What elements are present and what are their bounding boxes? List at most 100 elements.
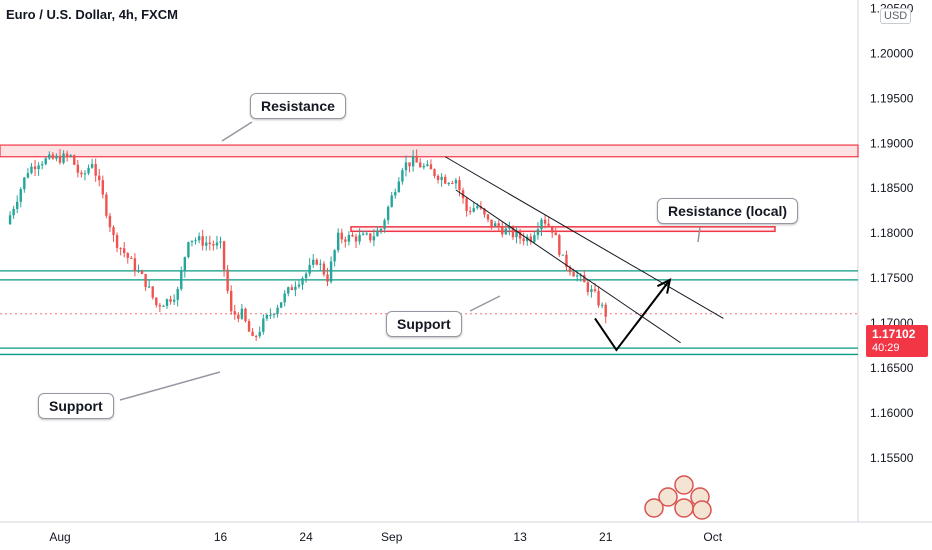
candle-body — [433, 169, 436, 176]
candle-body — [130, 257, 133, 259]
candle-body — [26, 173, 30, 178]
candle-body — [119, 247, 122, 249]
candle-body — [565, 254, 568, 268]
candle-body — [169, 299, 172, 302]
candle-body — [287, 287, 290, 294]
candle-body — [508, 227, 511, 229]
candle-body — [319, 263, 322, 265]
candle-body — [212, 244, 215, 246]
candle-body — [333, 250, 336, 262]
candle-body — [90, 164, 94, 168]
candle-body — [472, 208, 475, 212]
candle-body — [486, 214, 490, 220]
channel-lower-line — [455, 189, 681, 344]
reaction-emoji-icon — [644, 498, 664, 518]
candle-body — [511, 227, 515, 238]
candle-body — [543, 219, 547, 224]
candle-body — [151, 286, 154, 298]
candle-body — [73, 155, 76, 165]
candle-body — [226, 269, 229, 291]
candle-body — [344, 239, 347, 242]
candle-body — [197, 236, 201, 241]
candle-body — [604, 304, 607, 317]
y-tick-label: 1.18000 — [870, 226, 914, 240]
candle-body — [533, 235, 536, 243]
candle-body — [458, 180, 461, 191]
candle-body — [590, 289, 593, 293]
y-tick-label: 1.16000 — [870, 406, 914, 420]
candle-body — [337, 232, 340, 251]
callout-support-low[interactable]: Support — [38, 393, 114, 419]
candle-body — [16, 201, 19, 209]
resistance-local-box — [350, 226, 776, 233]
candle-body — [12, 208, 15, 216]
candle-body — [244, 308, 247, 322]
candle-body — [583, 275, 586, 283]
candle-body — [440, 176, 443, 180]
candle-body — [33, 166, 37, 170]
candle-body — [365, 233, 368, 235]
candle-body — [329, 261, 333, 282]
callout-support-mid[interactable]: Support — [386, 311, 462, 337]
candle-body — [240, 308, 244, 319]
candle-body — [55, 155, 58, 159]
candle-body — [397, 181, 401, 193]
candle-body — [294, 286, 297, 291]
candle-body — [369, 233, 372, 241]
candle-body — [76, 164, 80, 173]
candle-body — [133, 258, 137, 272]
last-price-badge: 1.17102 40:29 — [866, 325, 928, 357]
candle-body — [476, 206, 479, 209]
reaction-emoji-icon — [674, 498, 694, 518]
candle-body — [547, 223, 550, 226]
candle-body — [147, 286, 151, 288]
candle-body — [536, 229, 540, 236]
candle-body — [165, 299, 169, 306]
candle-body — [429, 164, 433, 170]
candle-body — [194, 240, 197, 242]
candle-body — [572, 272, 575, 277]
candle-body — [422, 165, 425, 168]
candle-body — [347, 234, 351, 242]
callout-resistance[interactable]: Resistance — [250, 93, 346, 119]
candle-body — [37, 165, 40, 170]
candle-body — [65, 153, 69, 157]
candle-body — [23, 177, 26, 190]
candle-body — [30, 166, 33, 174]
reaction-emoji-icon — [692, 500, 712, 520]
candle-body — [272, 313, 276, 315]
projection-path — [594, 279, 671, 352]
last-price-value: 1.17102 — [872, 327, 916, 341]
candle-body — [404, 162, 408, 171]
candle-body — [490, 219, 493, 227]
candle-body — [529, 236, 532, 243]
candle-body — [426, 164, 429, 166]
candle-body — [522, 238, 525, 242]
candle-body — [219, 241, 222, 243]
candle-body — [501, 227, 504, 235]
callout-resistance-local[interactable]: Resistance (local) — [657, 198, 799, 224]
y-tick-label: 1.17500 — [870, 271, 914, 285]
candle-body — [222, 241, 226, 270]
candle-body — [483, 208, 486, 215]
candle-body — [558, 235, 561, 255]
candle-body — [251, 331, 254, 336]
candle-body — [376, 230, 379, 237]
candle-body — [468, 211, 472, 213]
candle-body — [461, 190, 465, 199]
candle-body — [383, 220, 386, 230]
candle-body — [155, 297, 158, 306]
candle-body — [40, 164, 44, 166]
candle-body — [465, 198, 468, 212]
currency-selector[interactable]: USD — [880, 8, 912, 24]
candle-body — [208, 242, 211, 245]
candle-body — [361, 233, 365, 235]
x-tick-label: Sep — [381, 530, 403, 544]
candle-body — [415, 155, 418, 163]
candle-body — [351, 234, 354, 237]
candle-body — [444, 176, 447, 184]
candle-body — [44, 158, 47, 165]
callout-pointer — [697, 226, 701, 243]
x-tick-label: 24 — [299, 530, 313, 544]
